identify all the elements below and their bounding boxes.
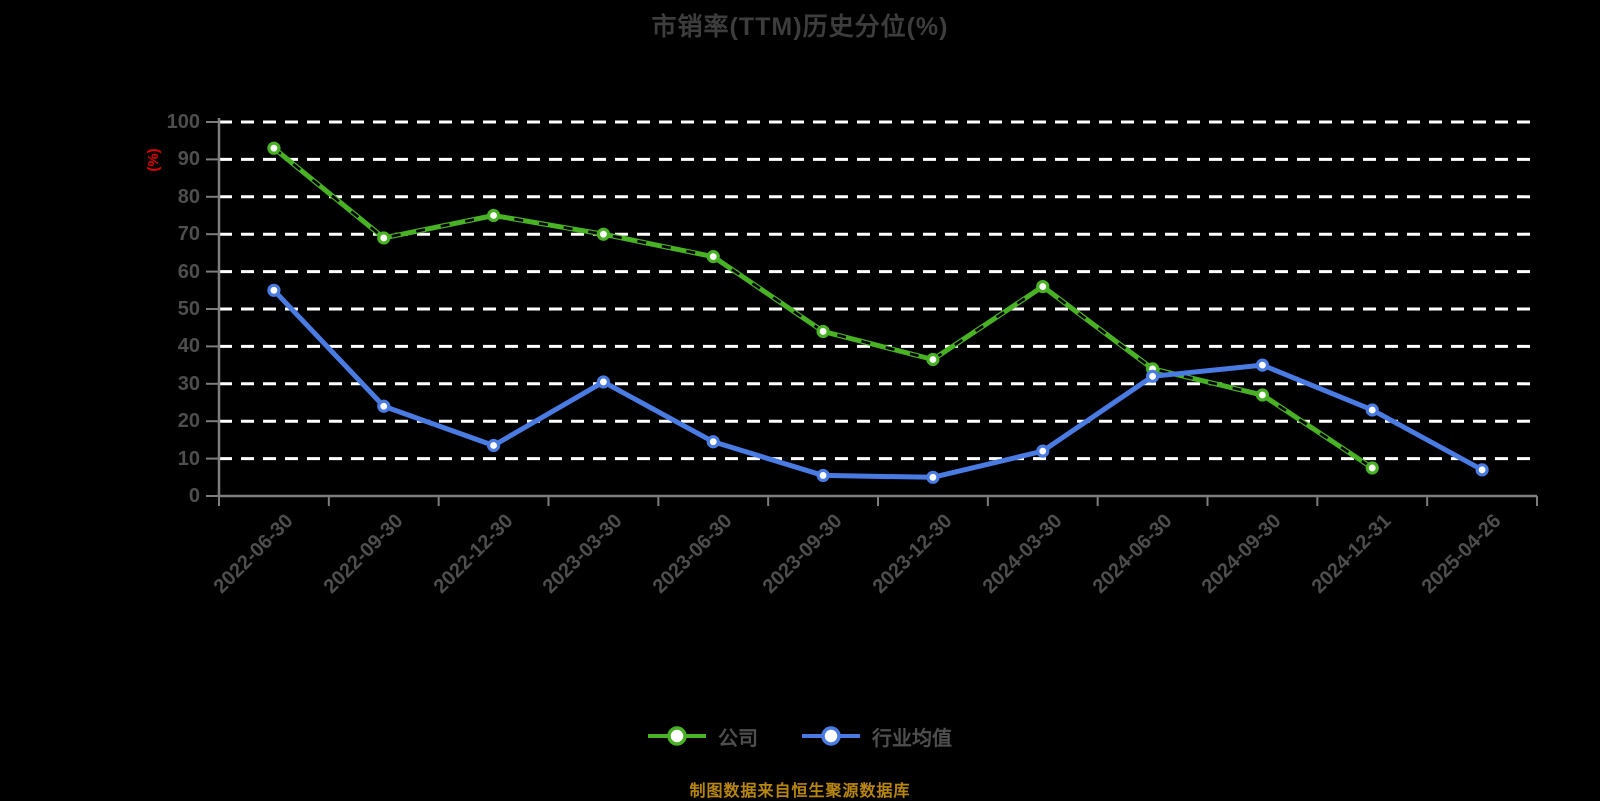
data-point-marker	[926, 470, 940, 484]
data-point-marker	[1036, 444, 1050, 458]
y-tick-label: 0	[188, 485, 200, 507]
data-point-marker	[1145, 369, 1160, 383]
y-tick-label: 90	[177, 148, 200, 171]
y-tick-label: 10	[177, 447, 200, 470]
data-point-marker	[596, 227, 611, 241]
data-point-marker	[926, 352, 940, 367]
data-point-marker	[267, 283, 281, 297]
data-point-marker	[816, 468, 830, 483]
legend-label-company: 公司	[718, 727, 758, 750]
data-point-marker	[486, 438, 501, 453]
legend: 公司 行业均值	[0, 722, 1600, 750]
y-tick-label: 20	[177, 410, 200, 433]
chart-title: 市销率(TTM)历史分位(%)	[651, 13, 949, 41]
data-point-marker	[816, 324, 830, 339]
data-point-marker	[1255, 358, 1270, 372]
data-point-marker	[377, 231, 391, 245]
y-tick-label: 50	[177, 298, 200, 320]
legend-item-company[interactable]: 公司	[648, 722, 758, 751]
data-point-marker	[706, 435, 720, 449]
data-point-marker	[1475, 463, 1489, 477]
series-line-1	[271, 287, 1485, 480]
y-tick-label: 80	[177, 185, 200, 208]
data-source-note: 制图数据来自恒生聚源数据库	[689, 783, 911, 800]
data-point-marker	[1365, 403, 1379, 417]
y-tick-label: 60	[177, 260, 200, 283]
y-tick-label: 70	[177, 223, 200, 246]
legend-label-industry-average: 行业均值	[872, 727, 952, 750]
data-point-marker	[1255, 388, 1270, 402]
y-tick-label: 30	[177, 372, 200, 395]
legend-item-industry-average[interactable]: 行业均值	[802, 722, 952, 751]
series-line-0-dash-overlay	[273, 147, 1373, 470]
data-point-marker	[1036, 279, 1050, 294]
company-line-marker-icon	[648, 726, 706, 746]
y-tick-label: 40	[177, 335, 200, 358]
data-point-marker	[267, 141, 281, 155]
data-point-marker	[596, 375, 611, 389]
y-tick-label: 100	[166, 111, 200, 133]
industry-average-line-marker-icon	[802, 726, 860, 746]
data-point-marker	[486, 208, 501, 223]
data-point-marker	[377, 399, 391, 413]
data-point-marker	[1365, 461, 1379, 475]
data-point-marker	[706, 250, 720, 264]
